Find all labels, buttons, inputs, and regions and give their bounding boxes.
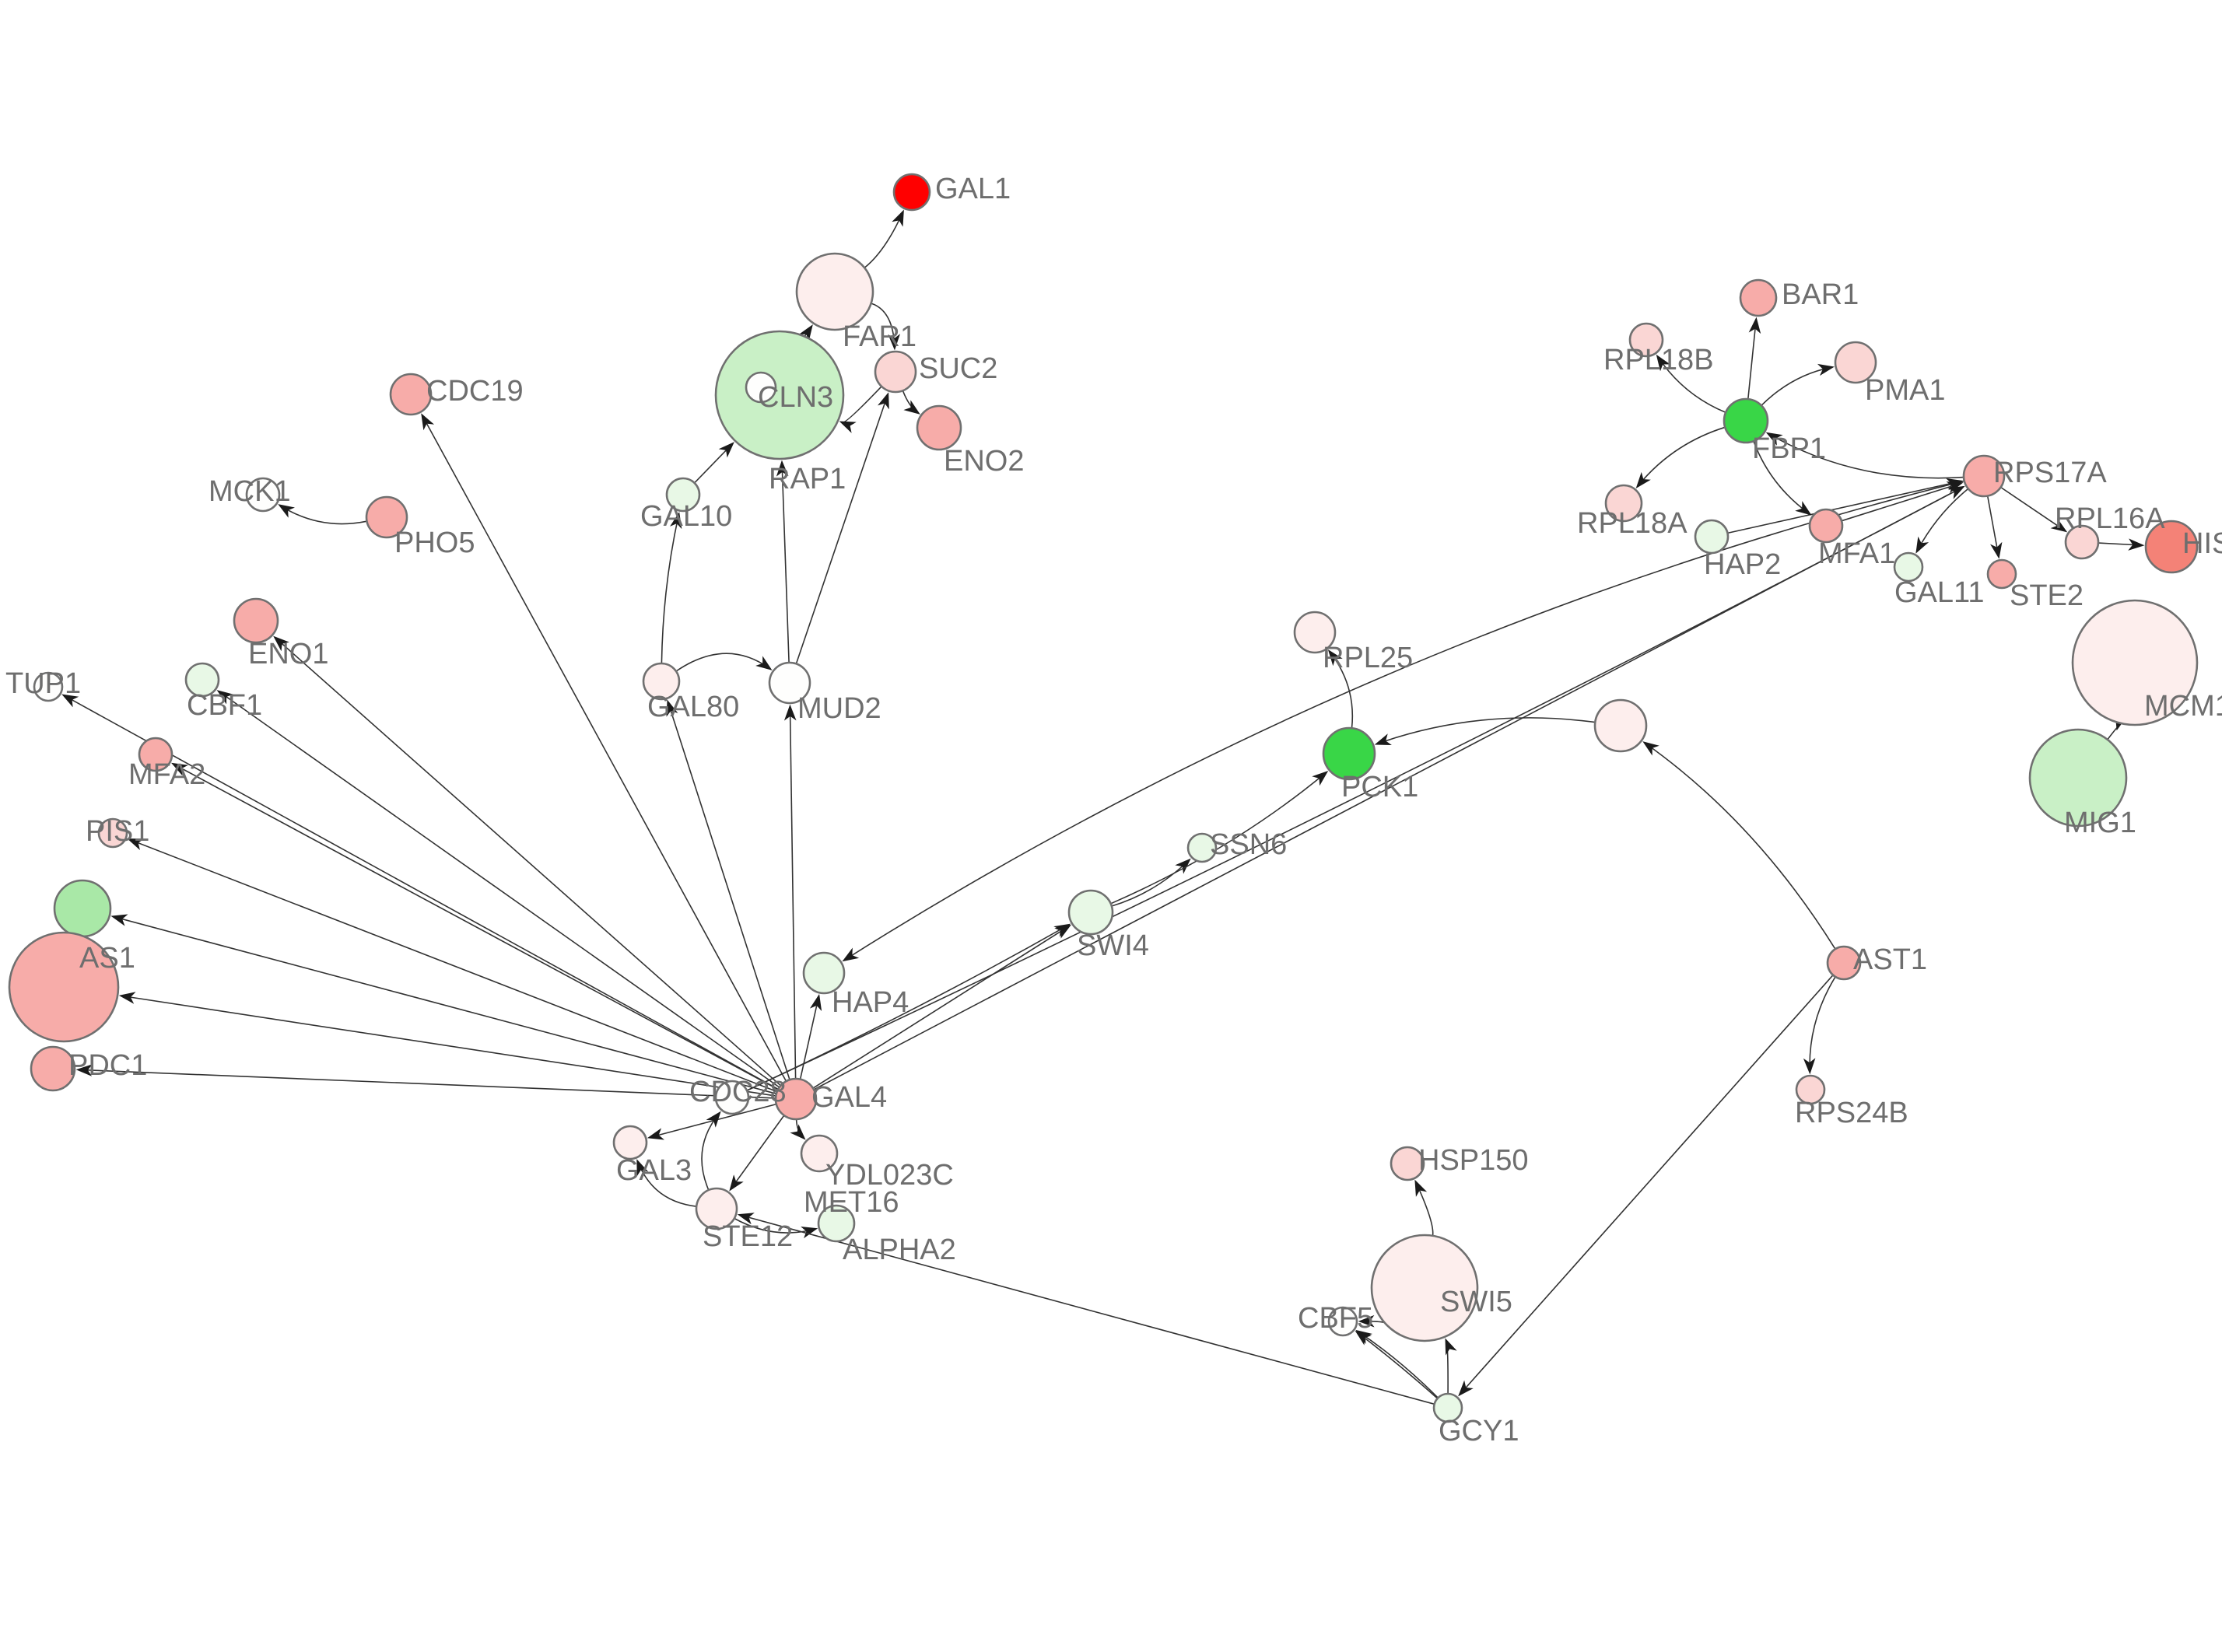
svg-text:RPL16A: RPL16A — [2055, 502, 2165, 535]
svg-text:MCM1: MCM1 — [2144, 690, 2222, 723]
svg-text:BAR1: BAR1 — [1782, 278, 1859, 311]
svg-text:STE2: STE2 — [2010, 579, 2084, 612]
svg-text:GAL1: GAL1 — [935, 173, 1011, 205]
svg-text:ENO1: ENO1 — [248, 638, 328, 670]
svg-text:GAL4: GAL4 — [811, 1081, 887, 1114]
svg-text:RPS24B: RPS24B — [1795, 1097, 1908, 1129]
svg-text:PHO5: PHO5 — [394, 527, 475, 559]
svg-text:RPS17A: RPS17A — [1993, 457, 2107, 489]
svg-text:CDC28: CDC28 — [689, 1076, 787, 1108]
svg-text:STE12: STE12 — [703, 1220, 793, 1253]
svg-text:HAP4: HAP4 — [832, 986, 909, 1019]
svg-text:MIG1: MIG1 — [2064, 807, 2136, 839]
svg-text:CBF1: CBF1 — [187, 689, 262, 722]
svg-text:GAL3: GAL3 — [616, 1154, 692, 1187]
svg-text:ALPHA2: ALPHA2 — [843, 1234, 956, 1266]
svg-text:CLN3: CLN3 — [758, 381, 833, 414]
svg-text:GAL80: GAL80 — [647, 691, 739, 723]
svg-text:FAR1: FAR1 — [843, 320, 916, 353]
svg-text:FBP1: FBP1 — [1752, 432, 1826, 465]
svg-text:SSN6: SSN6 — [1210, 828, 1287, 861]
svg-text:GAL11: GAL11 — [1894, 576, 1984, 609]
svg-text:HSP150: HSP150 — [1418, 1144, 1529, 1177]
svg-text:MCK1: MCK1 — [209, 475, 291, 508]
svg-text:MFA2: MFA2 — [128, 758, 205, 791]
svg-text:PDC1: PDC1 — [68, 1049, 147, 1082]
svg-text:PCK1: PCK1 — [1341, 771, 1418, 803]
svg-text:GCY1: GCY1 — [1439, 1415, 1519, 1447]
svg-text:HIS4: HIS4 — [2182, 527, 2222, 560]
svg-text:AS1: AS1 — [79, 942, 135, 975]
svg-text:SWI5: SWI5 — [1440, 1286, 1512, 1318]
svg-text:TUP1: TUP1 — [5, 667, 81, 700]
svg-text:ENO2: ENO2 — [944, 445, 1024, 478]
svg-text:HAP2: HAP2 — [1704, 548, 1781, 581]
svg-text:SUC2: SUC2 — [919, 352, 997, 385]
svg-text:RPL25: RPL25 — [1323, 642, 1413, 674]
svg-text:MFA1: MFA1 — [1818, 537, 1895, 570]
svg-text:RPL18B: RPL18B — [1603, 344, 1714, 376]
svg-text:CBF5: CBF5 — [1298, 1302, 1373, 1335]
svg-text:PMA1: PMA1 — [1865, 374, 1945, 407]
svg-text:MET16: MET16 — [804, 1186, 899, 1219]
svg-text:CDC19: CDC19 — [426, 375, 524, 408]
svg-text:MUD2: MUD2 — [797, 692, 881, 725]
svg-text:GAL10: GAL10 — [640, 500, 732, 533]
svg-text:PIS1: PIS1 — [86, 815, 149, 848]
svg-text:RPL18A: RPL18A — [1577, 507, 1688, 540]
svg-text:SWI4: SWI4 — [1077, 929, 1149, 962]
svg-text:AST1: AST1 — [1853, 943, 1927, 976]
svg-text:RAP1: RAP1 — [769, 463, 846, 495]
